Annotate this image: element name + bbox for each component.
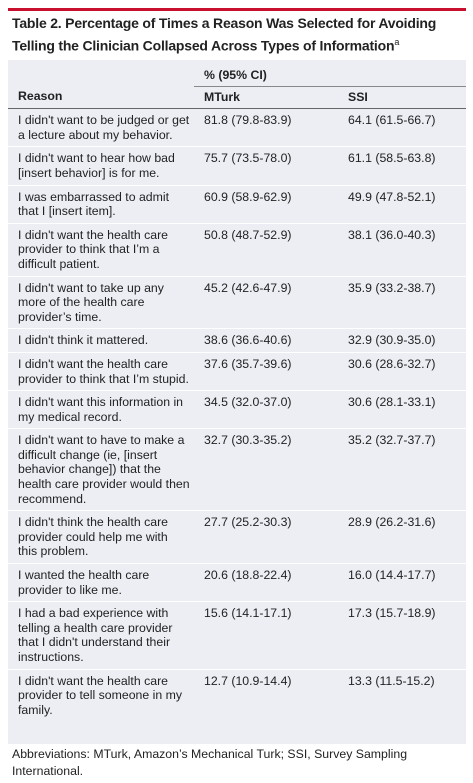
value-cell: 32.9 (30.9-35.0) <box>338 328 466 353</box>
value-cell: 27.7 (25.2-30.3) <box>194 510 338 564</box>
value-cell: 61.1 (58.5-63.8) <box>338 146 466 186</box>
value-cell: 38.6 (36.6-40.6) <box>194 328 338 353</box>
value-cell: 75.7 (73.5-78.0) <box>194 146 338 186</box>
top-rule <box>8 8 466 11</box>
reason-cell: I didn't want to hear how bad [insert be… <box>8 146 194 186</box>
title-text: Table 2. Percentage of Times a Reason Wa… <box>12 15 437 54</box>
reason-cell: I didn't want this information in my med… <box>8 390 194 429</box>
reason-cell: I was embarrassed to admit that I [inser… <box>8 184 194 224</box>
reason-cell: I didn't want the health care provider t… <box>8 351 194 391</box>
value-cell: 35.9 (33.2-38.7) <box>338 275 466 329</box>
table-row: I was embarrassed to admit that I [inser… <box>8 184 466 224</box>
table-title: Table 2. Percentage of Times a Reason Wa… <box>12 14 462 56</box>
footnote: Abbreviations: MTurk, Amazon’s Mechanica… <box>12 747 408 778</box>
value-cell: 16.0 (14.4-17.7) <box>338 563 466 602</box>
reason-cell: I didn't want the health care provider t… <box>8 222 194 277</box>
table-row: I wanted the health care provider to lik… <box>8 563 466 602</box>
table-row: I didn't want to take up any more of the… <box>8 275 466 329</box>
reason-cell: I had a bad experience with telling a he… <box>8 601 194 670</box>
column-header: Reason <box>8 86 194 110</box>
reason-cell: I didn't think it mattered. <box>8 328 194 353</box>
value-cell: 28.9 (26.2-31.6) <box>338 510 466 564</box>
reason-cell: I wanted the health care provider to lik… <box>8 563 194 602</box>
column-header-row: Reason MTurk SSI <box>8 86 466 110</box>
table-row: I had a bad experience with telling a he… <box>8 601 466 670</box>
table-container: % (95% CI) Reason MTurk SSI I didn't wan… <box>8 60 466 744</box>
empty-header <box>8 60 194 86</box>
value-cell: 60.9 (58.9-62.9) <box>194 184 338 224</box>
value-cell: 17.3 (15.7-18.9) <box>338 601 466 670</box>
table-row: I didn't want the health care provider t… <box>8 222 466 277</box>
table-row: I didn't want the health care provider t… <box>8 351 466 391</box>
value-cell: 38.1 (36.0-40.3) <box>338 222 466 277</box>
data-table: % (95% CI) Reason MTurk SSI I didn't wan… <box>8 60 466 722</box>
reason-cell: I didn't want the health care provider t… <box>8 668 194 722</box>
group-header: % (95% CI) <box>194 60 466 87</box>
reason-cell: I didn't want to be judged or get a lect… <box>8 108 194 147</box>
title-marker: a <box>394 37 400 47</box>
column-header: MTurk <box>194 86 338 110</box>
value-cell: 12.7 (10.9-14.4) <box>194 668 338 722</box>
column-header: SSI <box>338 86 466 110</box>
table-row: I didn't want to hear how bad [insert be… <box>8 146 466 186</box>
table-row: I didn't want the health care provider t… <box>8 668 466 722</box>
value-cell: 32.7 (30.3-35.2) <box>194 428 338 511</box>
value-cell: 35.2 (32.7-37.7) <box>338 428 466 511</box>
value-cell: 81.8 (79.8-83.9) <box>194 108 338 147</box>
table-row: I didn't want to have to make a difficul… <box>8 428 466 511</box>
value-cell: 34.5 (32.0-37.0) <box>194 390 338 429</box>
value-cell: 13.3 (11.5-15.2) <box>338 668 466 722</box>
table-row: I didn't think the health care provider … <box>8 510 466 564</box>
value-cell: 30.6 (28.1-33.1) <box>338 390 466 429</box>
value-cell: 49.9 (47.8-52.1) <box>338 184 466 224</box>
value-cell: 20.6 (18.8-22.4) <box>194 563 338 602</box>
value-cell: 50.8 (48.7-52.9) <box>194 222 338 277</box>
value-cell: 15.6 (14.1-17.1) <box>194 601 338 670</box>
reason-cell: I didn't want to take up any more of the… <box>8 275 194 329</box>
table-row: I didn't want this information in my med… <box>8 390 466 429</box>
value-cell: 37.6 (35.7-39.6) <box>194 351 338 391</box>
table-row: I didn't want to be judged or get a lect… <box>8 108 466 147</box>
value-cell: 45.2 (42.6-47.9) <box>194 275 338 329</box>
reason-cell: I didn't want to have to make a difficul… <box>8 428 194 511</box>
reason-cell: I didn't think the health care provider … <box>8 510 194 564</box>
table-row: I didn't think it mattered. 38.6 (36.6-40… <box>8 328 466 353</box>
value-cell: 30.6 (28.6-32.7) <box>338 351 466 391</box>
value-cell: 64.1 (61.5-66.7) <box>338 108 466 147</box>
group-header-row: % (95% CI) <box>8 60 466 87</box>
